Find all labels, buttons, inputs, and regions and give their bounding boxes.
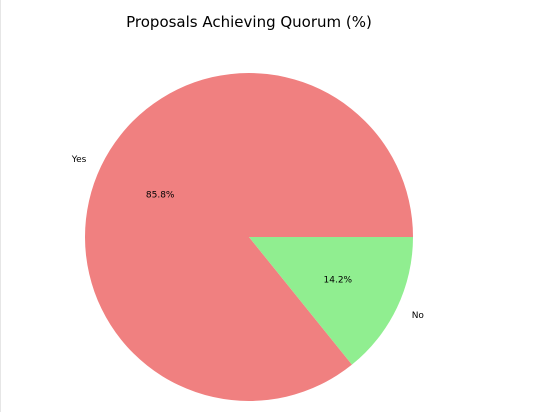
chart-title: Proposals Achieving Quorum (%) (126, 13, 372, 31)
percent-label-no: 14.2% (324, 276, 353, 286)
percent-label-yes: 85.8% (146, 191, 175, 201)
category-label-no: No (412, 311, 425, 321)
pie-labels: Yes 85.8% No 14.2% (71, 155, 425, 321)
pie-slice-no (249, 237, 413, 365)
left-border (0, 0, 1, 412)
category-label-yes: Yes (71, 155, 87, 165)
pie-slice-yes (85, 73, 414, 402)
pie-slices (85, 73, 414, 402)
